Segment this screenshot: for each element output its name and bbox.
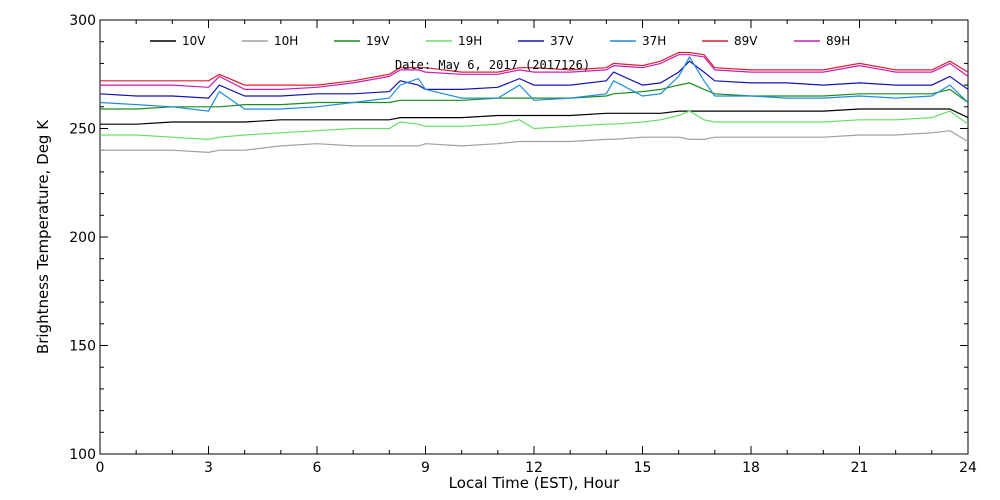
series-line-37v [99, 60, 969, 99]
legend-label-19v: 19V [366, 34, 390, 48]
x-tick-label: 18 [742, 460, 760, 476]
x-tick-label: 15 [634, 460, 652, 476]
series-lines [99, 51, 969, 154]
legend-label-10h: 10H [274, 34, 298, 48]
x-tick-label: 12 [525, 460, 543, 476]
series-line-89h [100, 54, 969, 91]
series-line-19v [100, 82, 969, 110]
legend-label-89v: 89V [734, 34, 758, 48]
y-tick-label: 250 [69, 122, 96, 138]
y-axis-label: Brightness Temperature, Deg K [34, 119, 52, 354]
series-line-10v [100, 108, 969, 125]
legend-label-89h: 89H [826, 34, 850, 48]
series-line-19h [100, 110, 969, 141]
y-tick-label: 200 [69, 230, 96, 246]
y-tick-label: 150 [69, 339, 96, 355]
legend: 10V 10H 19V 19H 37V 37H 89V 89H [150, 34, 850, 48]
legend-label-37v: 37V [550, 34, 574, 48]
series-line-10h [100, 130, 969, 154]
series-line-89v [100, 51, 969, 86]
x-tick-label: 3 [204, 460, 213, 476]
x-tick-label: 6 [313, 460, 322, 476]
y-tick-label: 300 [69, 13, 96, 29]
x-tick-label: 9 [421, 460, 430, 476]
axis-ticks [99, 19, 969, 455]
tick-labels: 0 3 6 9 12 15 18 21 24 100 150 200 250 300 [69, 13, 977, 476]
x-tick-label: 0 [96, 460, 105, 476]
legend-label-37h: 37H [642, 34, 666, 48]
date-annotation: Date: May 6, 2017 (2017126) [395, 58, 590, 72]
x-axis-label: Local Time (EST), Hour [449, 474, 620, 492]
legend-label-19h: 19H [458, 34, 482, 48]
y-tick-label: 100 [69, 447, 96, 463]
legend-label-10v: 10V [182, 34, 206, 48]
x-tick-label: 21 [851, 460, 869, 476]
series-line-37h [99, 55, 969, 112]
x-tick-label: 24 [959, 460, 977, 476]
